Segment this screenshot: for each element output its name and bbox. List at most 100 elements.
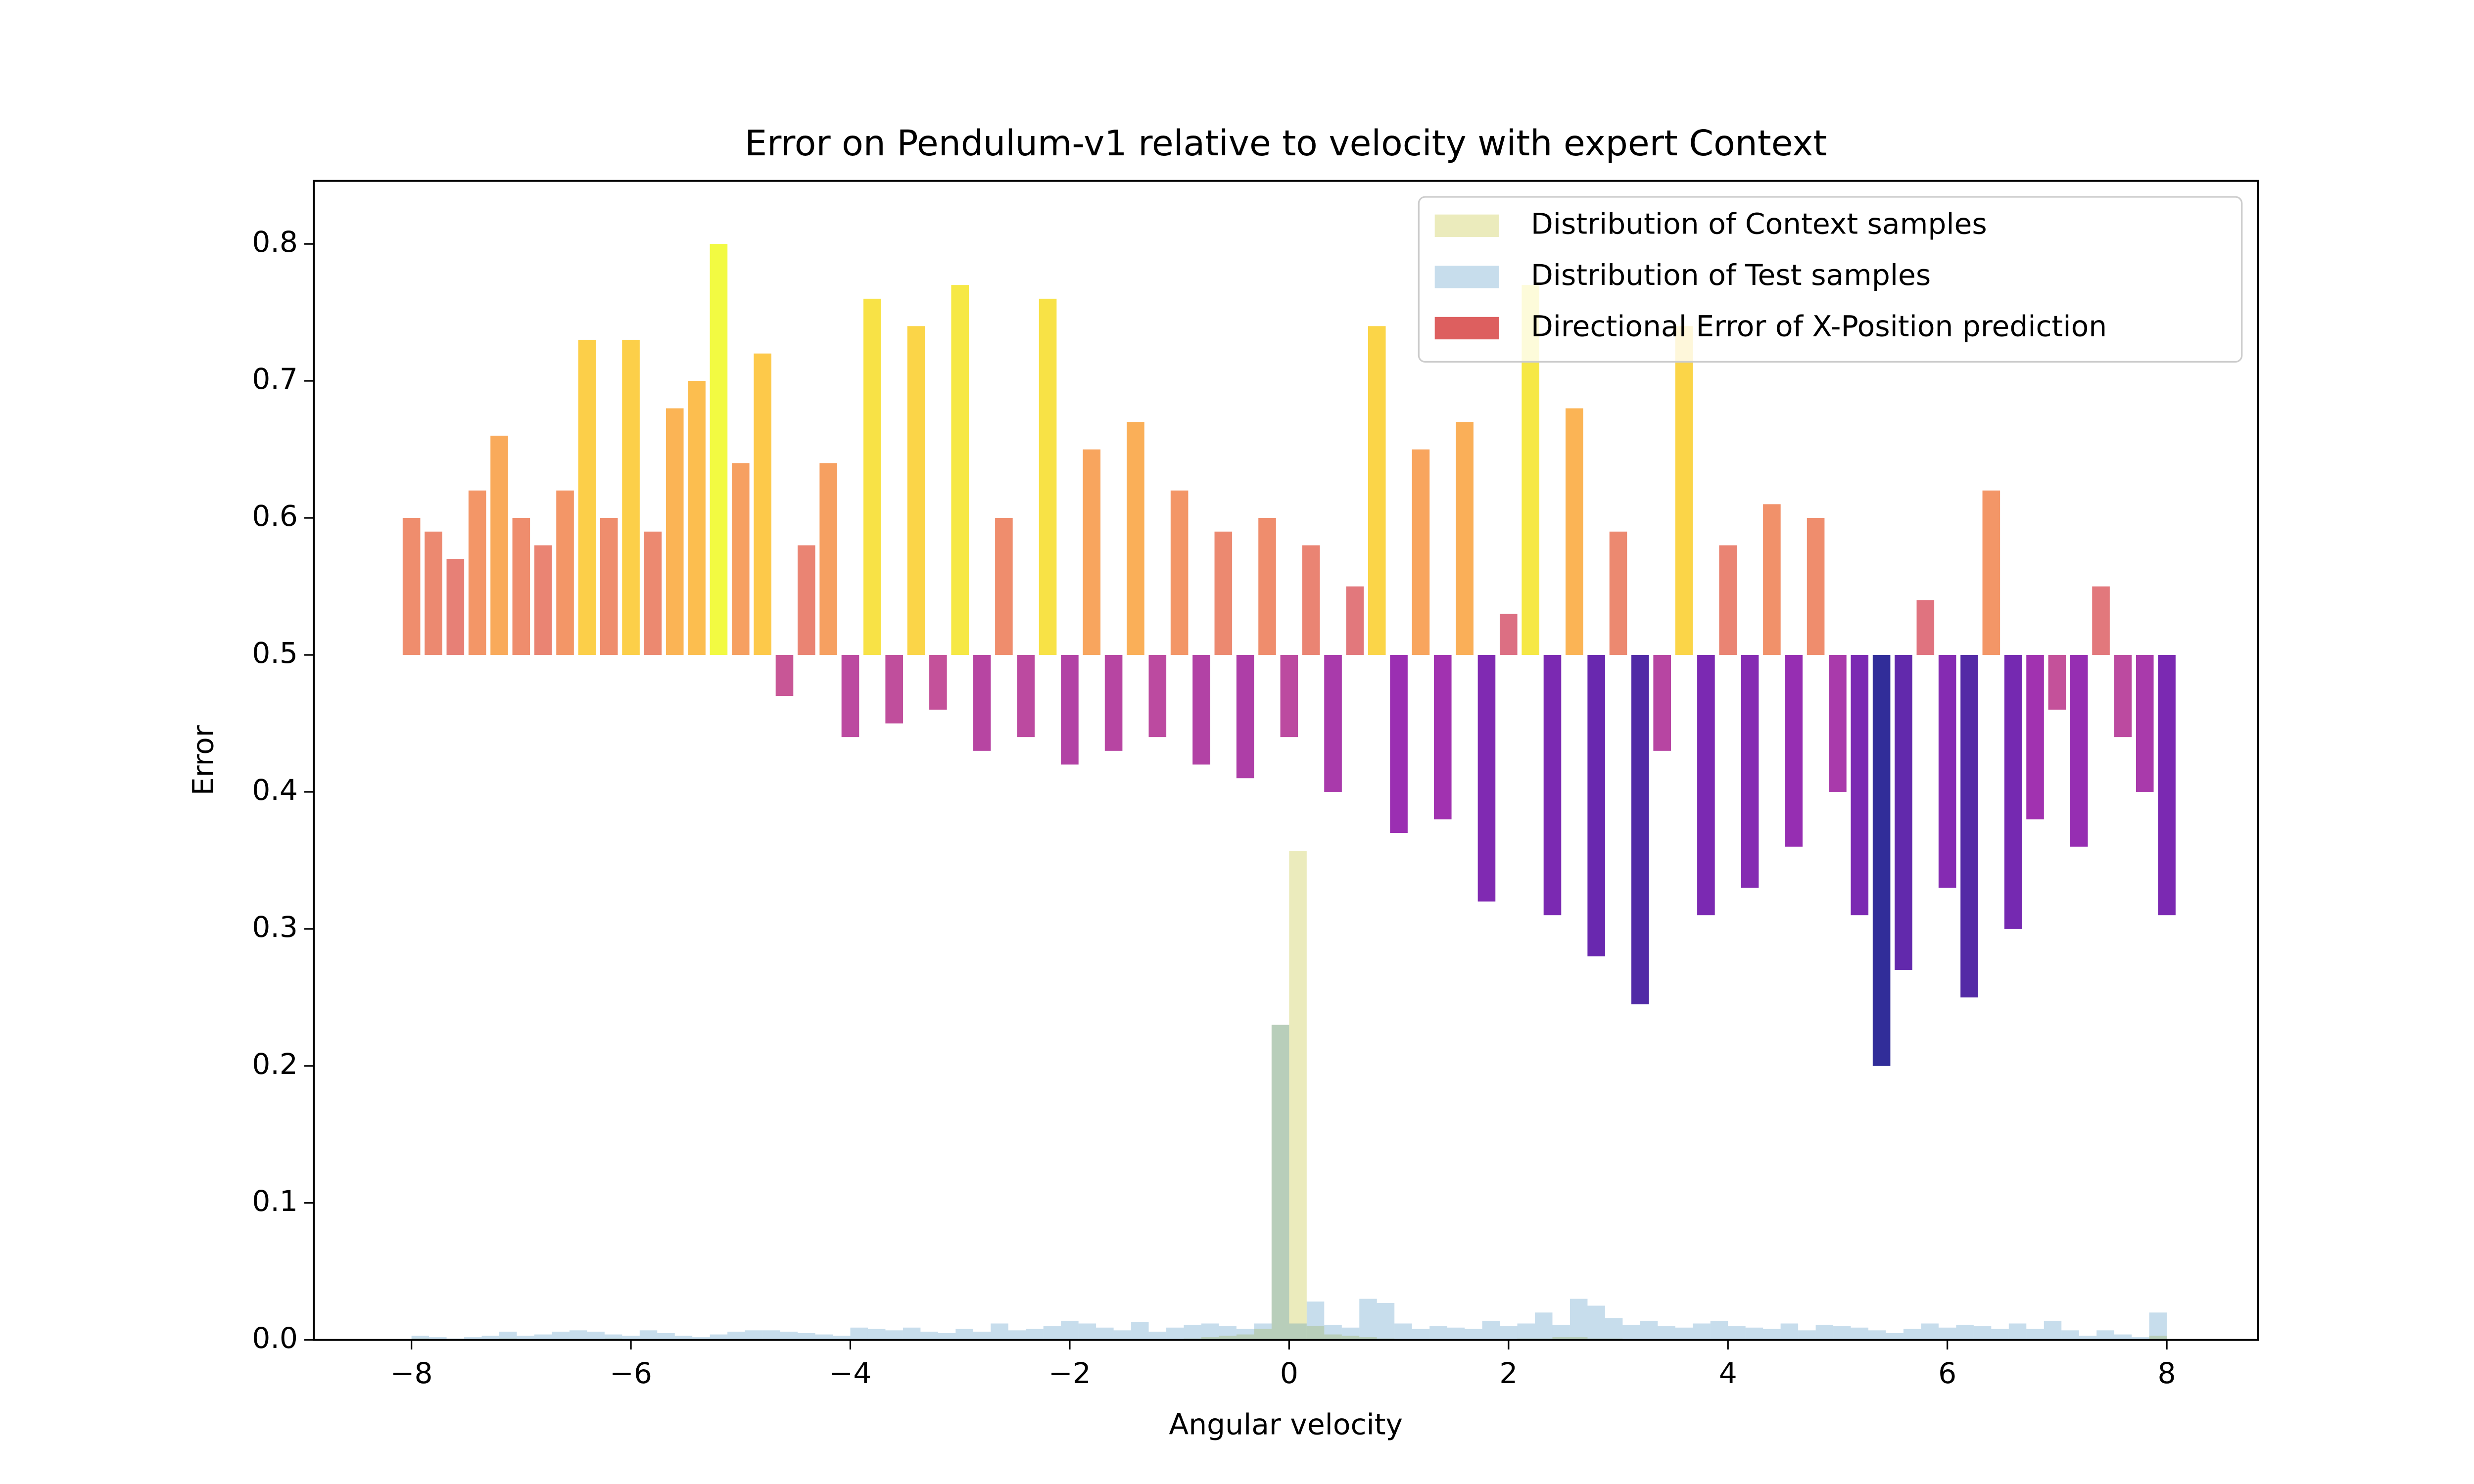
hist-bar	[481, 1336, 500, 1340]
hist-bar	[429, 1337, 447, 1340]
error-bar	[1324, 654, 1342, 792]
error-bar	[1127, 422, 1144, 655]
error-bar	[1895, 654, 1912, 970]
hist-bar	[1306, 1301, 1325, 1340]
error-bar	[1258, 518, 1276, 655]
plot-area	[402, 244, 2176, 1340]
error-bar	[775, 654, 794, 696]
error-bar	[885, 654, 903, 724]
error-bar	[1104, 654, 1123, 751]
hist-bar	[1570, 1298, 1588, 1340]
error-bar	[1785, 654, 1803, 847]
hist-bar	[1166, 1327, 1184, 1340]
axes-frame	[313, 180, 2259, 1341]
error-bar	[446, 559, 465, 655]
y-tick-label: 0.4	[252, 773, 298, 807]
x-tick-label: 6	[1938, 1356, 1956, 1390]
error-bar	[1039, 298, 1057, 655]
legend-label: Distribution of Context samples	[1531, 207, 1987, 240]
hist-bar	[569, 1330, 587, 1340]
x-tick-label: 2	[1499, 1356, 1518, 1390]
hist-bar	[2061, 1330, 2079, 1340]
hist-bar	[1113, 1330, 1132, 1340]
hist-bar	[1851, 1327, 1869, 1340]
error-bar	[2048, 654, 2066, 710]
hist-bar	[499, 1332, 517, 1340]
hist-bar	[1552, 1325, 1570, 1340]
hist-bar	[745, 1330, 763, 1340]
hist-bar	[1394, 1323, 1412, 1340]
hist-bar	[1359, 1337, 1377, 1340]
hist-bar	[885, 1330, 903, 1340]
error-bar	[1543, 654, 1562, 916]
legend-swatch	[1434, 266, 1499, 288]
hist-bar	[1341, 1327, 1360, 1340]
hist-bar	[1254, 1329, 1272, 1340]
y-tick-label: 0.2	[252, 1047, 298, 1081]
hist-bar	[1148, 1332, 1167, 1340]
hist-bar	[1605, 1318, 1623, 1340]
error-bar	[1083, 449, 1101, 655]
legend-swatch	[1434, 317, 1499, 340]
error-bar	[2136, 654, 2154, 792]
hist-bar	[1622, 1325, 1640, 1340]
hist-bar	[604, 1334, 622, 1340]
error-bar	[1499, 613, 1518, 655]
hist-bar	[920, 1332, 938, 1340]
error-bar	[841, 654, 859, 738]
hist-bar	[1745, 1327, 1763, 1340]
hist-bar	[1517, 1323, 1535, 1340]
error-bar	[644, 531, 662, 655]
y-tick-label: 0.7	[252, 362, 298, 396]
hist-bar	[1324, 1334, 1342, 1340]
error-bar	[666, 408, 684, 655]
x-tick-label: 4	[1719, 1356, 1737, 1390]
hist-bar	[833, 1336, 851, 1340]
error-bar	[1609, 531, 1627, 655]
error-bar	[578, 339, 596, 655]
error-bar	[1829, 654, 1847, 792]
x-tick-label: 8	[2158, 1356, 2176, 1390]
hist-bar	[1184, 1325, 1201, 1340]
error-bar	[1960, 654, 1978, 998]
hist-bar	[657, 1333, 675, 1340]
hist-bar	[1763, 1329, 1781, 1340]
hist-bar	[1710, 1320, 1728, 1340]
hist-bar	[1026, 1329, 1044, 1340]
error-bar	[1214, 531, 1233, 655]
error-bar	[2070, 654, 2088, 847]
hist-bar	[1921, 1323, 1939, 1340]
x-tick-label: −6	[610, 1356, 652, 1390]
hist-bar	[973, 1332, 991, 1340]
hist-bar	[1236, 1334, 1254, 1340]
hist-bar	[622, 1336, 640, 1340]
hist-bar	[1938, 1327, 1956, 1340]
hist-bar	[1465, 1329, 1482, 1340]
hist-bar	[1078, 1323, 1096, 1340]
error-bar	[1368, 326, 1386, 655]
error-bar	[1697, 654, 1715, 916]
error-bar	[951, 285, 969, 655]
hist-bar	[1359, 1298, 1377, 1340]
y-tick-label: 0.6	[252, 499, 298, 533]
y-tick-label: 0.5	[252, 636, 298, 670]
hist-bar	[1043, 1326, 1061, 1340]
error-bar	[1236, 654, 1254, 779]
hist-bar	[1640, 1320, 1658, 1340]
legend-label: Directional Error of X-Position predicti…	[1531, 310, 2107, 343]
hist-bar	[2132, 1337, 2149, 1340]
hist-bar	[867, 1329, 886, 1340]
hist-bar	[1254, 1323, 1272, 1340]
error-bar	[1390, 654, 1408, 834]
x-tick-label: −2	[1048, 1356, 1091, 1390]
hist-bar	[1061, 1320, 1079, 1340]
hist-bar	[1201, 1323, 1219, 1340]
hist-bar	[1377, 1302, 1395, 1340]
error-bar	[1566, 408, 1583, 655]
hist-bar	[1815, 1325, 1834, 1340]
error-bar	[1456, 422, 1474, 655]
hist-bar	[1798, 1330, 1816, 1340]
error-bar	[1587, 654, 1605, 957]
hist-bar	[798, 1333, 815, 1340]
